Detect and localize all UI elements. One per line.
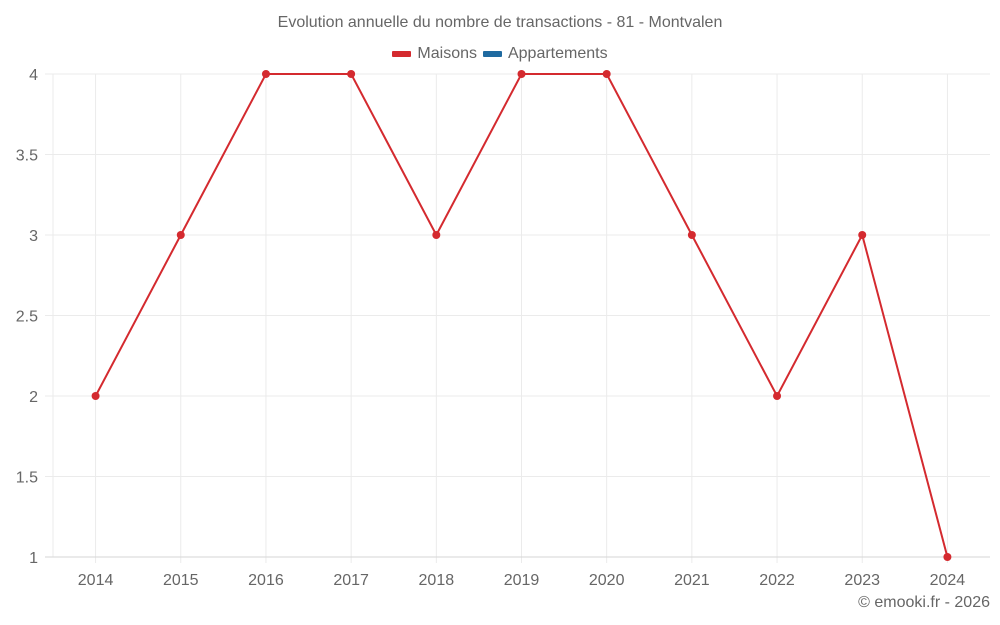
chart-title: Evolution annuelle du nombre de transact… <box>277 14 723 31</box>
data-point[interactable] <box>773 392 782 400</box>
y-tick-label: 2 <box>29 389 38 406</box>
data-point[interactable] <box>176 231 185 239</box>
credit-text: © emooki.fr - 2026 <box>858 594 990 611</box>
data-point[interactable] <box>858 231 867 239</box>
y-tick-label: 1 <box>29 550 38 567</box>
data-point[interactable] <box>261 70 270 78</box>
series-maisons <box>91 70 952 561</box>
x-tick-label: 2018 <box>419 572 455 589</box>
data-point[interactable] <box>602 70 611 78</box>
y-tick-label: 2.5 <box>16 309 38 326</box>
legend-item-maisons[interactable]: Maisons <box>392 45 477 63</box>
grid-lines <box>45 73 990 563</box>
x-tick-label: 2021 <box>674 572 710 589</box>
legend-swatch-appartements-icon <box>482 51 502 57</box>
y-tick-label: 4 <box>29 67 38 84</box>
y-tick-label: 1.5 <box>16 470 38 487</box>
legend-swatch-maisons-icon <box>392 51 412 57</box>
x-tick-label: 2016 <box>248 572 284 589</box>
data-point[interactable] <box>432 231 441 239</box>
x-tick-label: 2020 <box>589 572 625 589</box>
y-axis: 1 1.5 2 2.5 3 3.5 4 <box>16 67 38 567</box>
data-point[interactable] <box>687 231 696 239</box>
x-tick-label: 2014 <box>78 572 114 589</box>
legend-item-appartements[interactable]: Appartements <box>482 45 608 63</box>
x-tick-label: 2023 <box>844 572 880 589</box>
data-point[interactable] <box>91 392 100 400</box>
legend-label-maisons: Maisons <box>417 45 477 62</box>
x-axis: 2014 2015 2016 2017 2018 2019 2020 2021 2022 2023… <box>78 572 966 589</box>
y-tick-label: 3 <box>29 228 38 245</box>
x-tick-label: 2015 <box>163 572 199 589</box>
x-tick-label: 2024 <box>930 572 966 589</box>
x-tick-label: 2022 <box>759 572 795 589</box>
data-point[interactable] <box>347 70 356 78</box>
y-tick-label: 3.5 <box>16 148 38 165</box>
chart-legend: Maisons Appartements <box>0 45 1000 63</box>
data-point[interactable] <box>943 553 952 561</box>
legend-label-appartements: Appartements <box>507 45 608 62</box>
x-tick-label: 2019 <box>504 572 540 589</box>
data-point[interactable] <box>517 70 526 78</box>
x-tick-label: 2017 <box>333 572 369 589</box>
